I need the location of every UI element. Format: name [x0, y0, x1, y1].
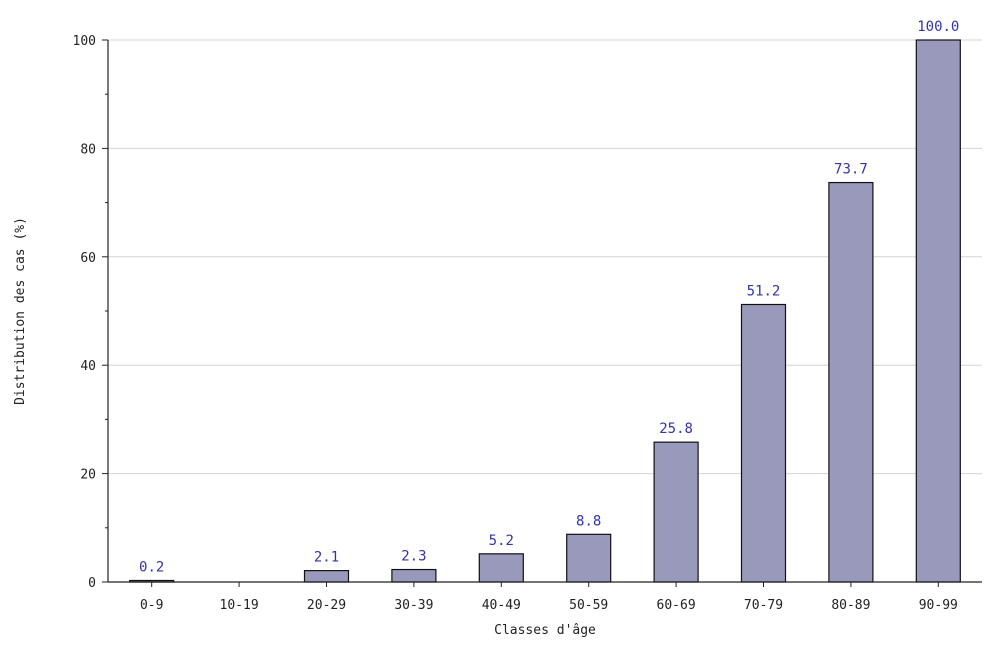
data-label-60-69: 25.8	[659, 421, 693, 437]
x-tick-label: 20-29	[307, 598, 346, 613]
data-labels: 0.2 2.1 2.3 5.2 8.8 25.8 51.2 73.7 100.0	[139, 19, 959, 576]
x-tick-label: 10-19	[220, 598, 259, 613]
x-tick-label: 0-9	[140, 598, 163, 613]
data-label-50-59: 8.8	[576, 513, 601, 529]
y-tick-label: 20	[80, 468, 96, 483]
bar-90-99	[915, 39, 961, 583]
data-label-20-29: 2.1	[314, 550, 339, 566]
data-label-90-99: 100.0	[917, 19, 959, 35]
y-tick-label: 60	[80, 251, 96, 266]
bar-30-39	[391, 568, 437, 583]
bar-40-49	[478, 553, 524, 583]
bar-60-69	[653, 441, 699, 583]
x-tick-label: 70-79	[744, 598, 783, 613]
bar-50-59	[566, 533, 612, 583]
y-axis-title: Distribution des cas (%)	[13, 217, 28, 405]
x-tick-label: 30-39	[394, 598, 433, 613]
x-tick-label: 80-89	[831, 598, 870, 613]
y-tick-label: 80	[80, 142, 96, 157]
y-axis-ticks: 0 20 40 60 80 100	[73, 34, 108, 591]
y-tick-label: 100	[73, 34, 96, 49]
x-tick-label: 90-99	[919, 598, 958, 613]
x-axis-title: Classes d'âge	[494, 623, 596, 638]
x-tick-label: 40-49	[482, 598, 521, 613]
data-label-70-79: 51.2	[747, 283, 781, 299]
data-label-40-49: 5.2	[489, 533, 514, 549]
bar-20-29	[303, 570, 350, 583]
data-label-30-39: 2.3	[401, 549, 426, 565]
bar-80-89	[828, 181, 874, 583]
data-label-80-89: 73.7	[834, 162, 868, 178]
bars	[129, 39, 961, 583]
data-label-0-9: 0.2	[139, 560, 164, 576]
x-tick-label: 60-69	[657, 598, 696, 613]
y-tick-label: 40	[80, 359, 96, 374]
x-axis-ticks: 0-9 10-19 20-29 30-39 40-49 50-59 60-69 70-79 80…	[140, 582, 958, 613]
y-tick-label: 0	[88, 576, 96, 591]
x-tick-label: 50-59	[569, 598, 608, 613]
bar-70-79	[740, 303, 787, 583]
